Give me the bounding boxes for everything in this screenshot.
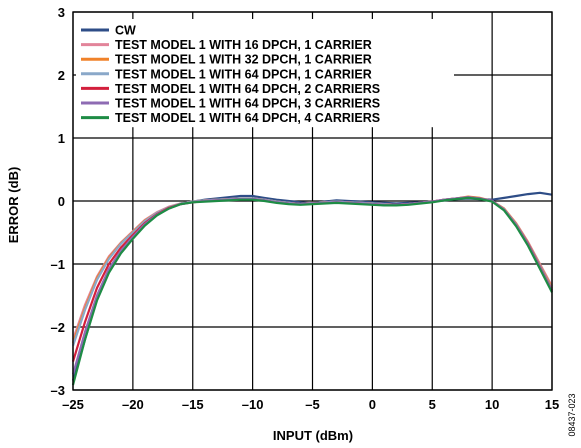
legend-label: CW [115, 24, 136, 38]
series-lines [71, 191, 553, 386]
legend-label: TEST MODEL 1 WITH 16 DPCH, 1 CARRIER [115, 38, 372, 52]
y-tick-label: 1 [58, 131, 65, 146]
legend-label: TEST MODEL 1 WITH 64 DPCH, 4 CARRIERS [115, 111, 380, 125]
x-tick-label: –10 [242, 397, 264, 412]
y-tick-label: 2 [58, 68, 65, 83]
x-tick-label: 0 [369, 397, 376, 412]
x-tick-label: –15 [182, 397, 204, 412]
legend-background [76, 19, 454, 128]
x-tick-label: 5 [429, 397, 436, 412]
x-tick-label: 10 [485, 397, 499, 412]
y-tick-labels: –3 –2 –1 0 1 2 3 [51, 5, 65, 398]
y-tick-label: 0 [58, 194, 65, 209]
x-tick-label: –20 [122, 397, 144, 412]
legend-label: TEST MODEL 1 WITH 32 DPCH, 1 CARRIER [115, 53, 372, 67]
y-tick-label: 3 [58, 5, 65, 20]
legend-label: TEST MODEL 1 WITH 64 DPCH, 2 CARRIERS [115, 82, 380, 96]
legend-label: TEST MODEL 1 WITH 64 DPCH, 1 CARRIER [115, 67, 372, 81]
y-tick-label: –1 [51, 257, 65, 272]
x-tick-label: –5 [305, 397, 319, 412]
x-tick-label: –25 [62, 397, 84, 412]
x-tick-label: 15 [545, 397, 559, 412]
legend-label: TEST MODEL 1 WITH 64 DPCH, 3 CARRIERS [115, 97, 380, 111]
plot-frame [72, 11, 553, 391]
x-tick-labels: –25 –20 –15 –10 –5 0 5 10 15 [62, 397, 559, 412]
y-axis-title: ERROR (dB) [6, 167, 21, 244]
series-line-7 [71, 196, 553, 386]
y-tick-label: –2 [51, 320, 65, 335]
y-tick-label: –3 [51, 383, 65, 398]
figure-id: 08437-023 [567, 393, 577, 436]
x-axis-title: INPUT (dBm) [273, 428, 353, 443]
